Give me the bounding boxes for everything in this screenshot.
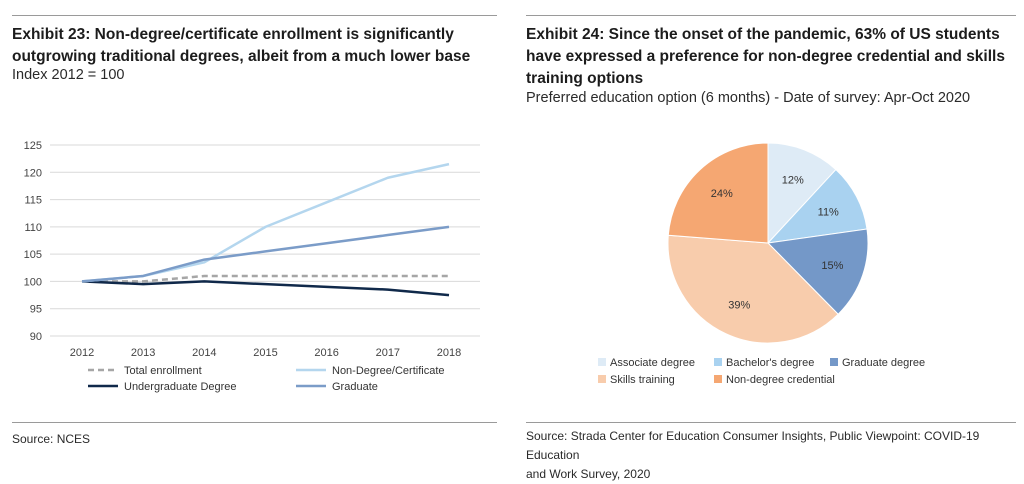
source-line-1: Source: Strada Center for Education Cons… — [526, 429, 980, 462]
x-tick-label: 2012 — [70, 347, 94, 359]
pie-slice-associate-degree — [767, 142, 837, 245]
pie-data-label: 15% — [821, 260, 843, 272]
legend-swatch — [598, 375, 606, 383]
series-line-graduate — [81, 225, 450, 283]
top-divider — [12, 15, 497, 16]
legend-label: Graduate — [332, 381, 378, 393]
pie-slice-graduate-degree — [766, 228, 869, 315]
chart-title-line-3: training options — [526, 70, 644, 87]
chart-title: Exhibit 23: Non-degree/certificate enrol… — [12, 24, 470, 68]
exhibit-24-panel: Exhibit 24: Since the onset of the pande… — [526, 0, 1016, 481]
pie-slice-skills-training — [667, 234, 839, 344]
bottom-divider — [12, 422, 497, 423]
legend-label: Non-degree credential — [726, 374, 835, 386]
legend-label: Graduate degree — [842, 357, 925, 369]
x-tick-label: 2016 — [314, 347, 338, 359]
pie-slice-non-degree-credential — [667, 142, 769, 244]
x-tick-label: 2013 — [131, 347, 155, 359]
series-line-undergraduate-degree — [81, 280, 450, 297]
x-tick-label: 2015 — [253, 347, 277, 359]
y-tick-label: 100 — [24, 276, 42, 288]
legend-swatch — [830, 358, 838, 366]
source-line-2: and Work Survey, 2020 — [526, 467, 651, 481]
legend-label: Total enrollment — [124, 365, 202, 377]
chart-title: Exhibit 24: Since the onset of the pande… — [526, 24, 1005, 90]
x-tick-label: 2018 — [437, 347, 461, 359]
legend-swatch — [714, 358, 722, 366]
y-tick-label: 105 — [24, 249, 42, 261]
chart-subtitle: Index 2012 = 100 — [12, 67, 125, 83]
y-tick-label: 120 — [24, 167, 42, 179]
pie-data-label: 11% — [818, 206, 839, 218]
legend-label: Associate degree — [610, 357, 695, 369]
exhibit-23-panel: Exhibit 23: Non-degree/certificate enrol… — [0, 0, 497, 464]
pie-slice-bachelor-s-degree — [766, 168, 868, 244]
y-tick-label: 90 — [30, 331, 42, 343]
pie-data-label: 12% — [782, 175, 804, 187]
chart-subtitle: Preferred education option (6 months) - … — [526, 90, 971, 106]
series-line-total-enrollment — [82, 274, 449, 283]
y-tick-label: 110 — [24, 222, 42, 234]
chart-title-line-1: Exhibit 24: Since the onset of the pande… — [526, 26, 1000, 43]
top-divider — [526, 15, 1016, 16]
legend-label: Non-Degree/Certificate — [332, 365, 445, 377]
x-tick-label: 2017 — [376, 347, 400, 359]
y-tick-label: 115 — [24, 195, 42, 207]
source-note: Source: Strada Center for Education Cons… — [526, 427, 1016, 484]
y-tick-label: 125 — [24, 140, 42, 152]
chart-title-line-2: have expressed a preference for non-degr… — [526, 48, 1005, 65]
line-chart: 90 95 100 105 110 115 120 125 2012 2013 2014 2015 20… — [24, 140, 480, 393]
legend-swatch — [714, 375, 722, 383]
series-line-non-degree-certificate — [81, 162, 450, 283]
bottom-divider — [526, 422, 1016, 423]
legend-label: Bachelor's degree — [726, 357, 814, 369]
legend-label: Skills training — [610, 374, 675, 386]
source-note: Source: NCES — [12, 432, 91, 446]
chart-title-line-2: outgrowing traditional degrees, albeit f… — [12, 48, 471, 65]
legend-swatch — [598, 358, 606, 366]
pie-data-label: 39% — [728, 300, 750, 312]
x-tick-label: 2014 — [192, 347, 216, 359]
y-tick-label: 95 — [30, 304, 42, 316]
legend-label: Undergraduate Degree — [124, 381, 237, 393]
pie-chart: 12% 11% 15% 39% 24% Associate degree Bachelor'… — [598, 142, 925, 386]
chart-title-line-1: Exhibit 23: Non-degree/certificate enrol… — [12, 26, 454, 43]
pie-data-label: 24% — [711, 188, 733, 200]
